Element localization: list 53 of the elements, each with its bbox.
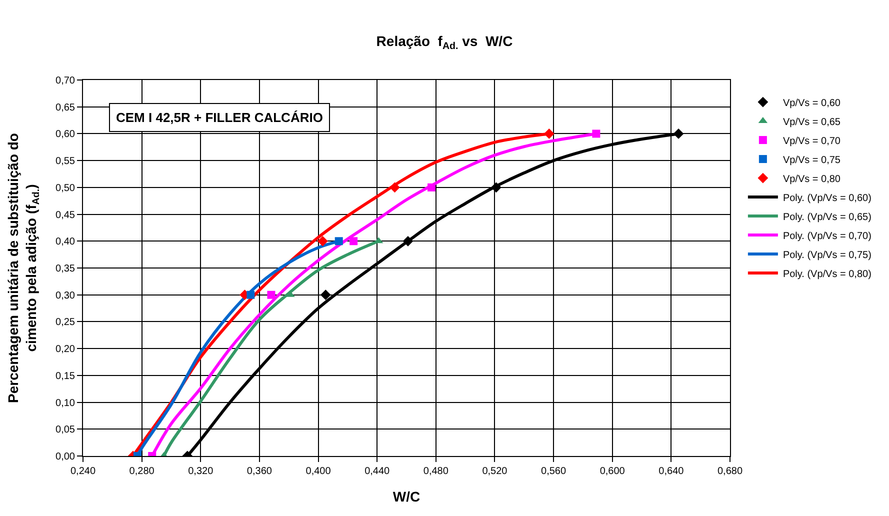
y-tick-label: 0,00 — [56, 452, 76, 462]
y-tick-label: 0,60 — [56, 129, 76, 140]
x-tick-label: 0,240 — [70, 466, 96, 477]
y-tick-label: 0,25 — [56, 317, 76, 328]
legend-label: Poly. (Vp/Vs = 0,80) — [782, 268, 872, 280]
legend-label: Poly. (Vp/Vs = 0,75) — [782, 250, 872, 261]
point — [491, 182, 502, 193]
point — [673, 128, 684, 139]
y-tick-label: 0,50 — [56, 182, 76, 194]
chart-title: Relação f$_{Ad.}$ vs W/C — [376, 32, 513, 52]
x-axis-title: W/C — [392, 488, 420, 504]
point — [428, 183, 436, 192]
y-tick-label: 0,35 — [56, 264, 76, 274]
legend-label: Poly. (Vp/Vs = 0,60) — [782, 192, 872, 204]
legend-label: Vp/Vs = 0,80 — [782, 174, 841, 185]
point — [246, 290, 255, 299]
point — [317, 236, 328, 246]
legend-label: Vp/Vs = 0,60 — [782, 98, 841, 109]
point — [592, 130, 600, 138]
y-tick-label: 0,55 — [56, 156, 76, 168]
x-tick-label: 0,480 — [423, 466, 449, 477]
point — [402, 236, 414, 246]
point — [334, 237, 343, 246]
legend-label: Vp/Vs = 0,70 — [782, 136, 841, 147]
point — [267, 290, 276, 299]
y-tick-label: 0,15 — [56, 370, 76, 382]
legend-label: Poly. (Vp/Vs = 0,65) — [782, 212, 872, 223]
point — [544, 128, 554, 139]
legend-label: Vp/Vs = 0,65 — [782, 116, 841, 128]
point — [390, 182, 400, 193]
y-tick-label: 0,65 — [56, 102, 76, 114]
x-tick-label: 0,560 — [541, 466, 566, 477]
x-tick-label: 0,680 — [717, 466, 743, 477]
y-tick-label: 0,40 — [56, 236, 76, 248]
y-tick-label: 0,20 — [56, 344, 76, 356]
annotation: CEM I 42,5R + FILLER CALCÁRIO — [116, 110, 323, 125]
y-tick-label: 0,05 — [56, 424, 76, 436]
x-tick-label: 0,360 — [246, 466, 272, 477]
x-tick-label: 0,440 — [364, 466, 390, 477]
x-tick-label: 0,320 — [188, 466, 214, 477]
x-tick-label: 0,640 — [658, 466, 684, 477]
y-tick-label: 0,10 — [56, 398, 76, 409]
legend-label: Vp/Vs = 0,75 — [782, 154, 841, 166]
y-tick-label: 0,70 — [56, 76, 76, 86]
legend-label: Poly. (Vp/Vs = 0,70) — [782, 230, 872, 242]
x-tick-label: 0,600 — [600, 466, 626, 477]
y-tick-label: 0,30 — [56, 290, 76, 302]
y-tick-label: 0,45 — [56, 210, 76, 221]
x-tick-label: 0,520 — [482, 466, 508, 477]
point — [320, 290, 331, 300]
point — [350, 237, 358, 246]
x-tick-label: 0,280 — [129, 466, 155, 477]
x-tick-label: 0,400 — [306, 466, 332, 477]
